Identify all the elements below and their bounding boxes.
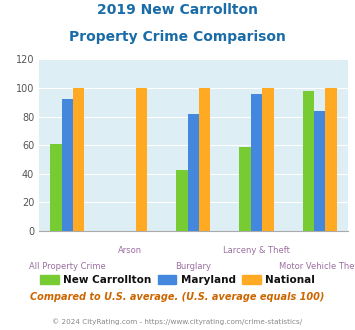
- Bar: [251, 94, 262, 231]
- Bar: [62, 99, 73, 231]
- Bar: [262, 88, 273, 231]
- Bar: [176, 170, 188, 231]
- Bar: [50, 144, 62, 231]
- Text: All Property Crime: All Property Crime: [29, 262, 106, 271]
- Text: Property Crime Comparison: Property Crime Comparison: [69, 30, 286, 44]
- Bar: [325, 88, 337, 231]
- Bar: [199, 88, 211, 231]
- Text: © 2024 CityRating.com - https://www.cityrating.com/crime-statistics/: © 2024 CityRating.com - https://www.city…: [53, 318, 302, 325]
- Text: Larceny & Theft: Larceny & Theft: [223, 246, 290, 255]
- Bar: [73, 88, 84, 231]
- Bar: [302, 91, 314, 231]
- Legend: New Carrollton, Maryland, National: New Carrollton, Maryland, National: [36, 271, 319, 289]
- Text: Compared to U.S. average. (U.S. average equals 100): Compared to U.S. average. (U.S. average …: [30, 292, 325, 302]
- Bar: [136, 88, 147, 231]
- Text: 2019 New Carrollton: 2019 New Carrollton: [97, 3, 258, 17]
- Bar: [314, 111, 325, 231]
- Text: Motor Vehicle Theft: Motor Vehicle Theft: [279, 262, 355, 271]
- Text: Arson: Arson: [118, 246, 142, 255]
- Bar: [188, 114, 199, 231]
- Bar: [240, 147, 251, 231]
- Text: Burglary: Burglary: [175, 262, 212, 271]
